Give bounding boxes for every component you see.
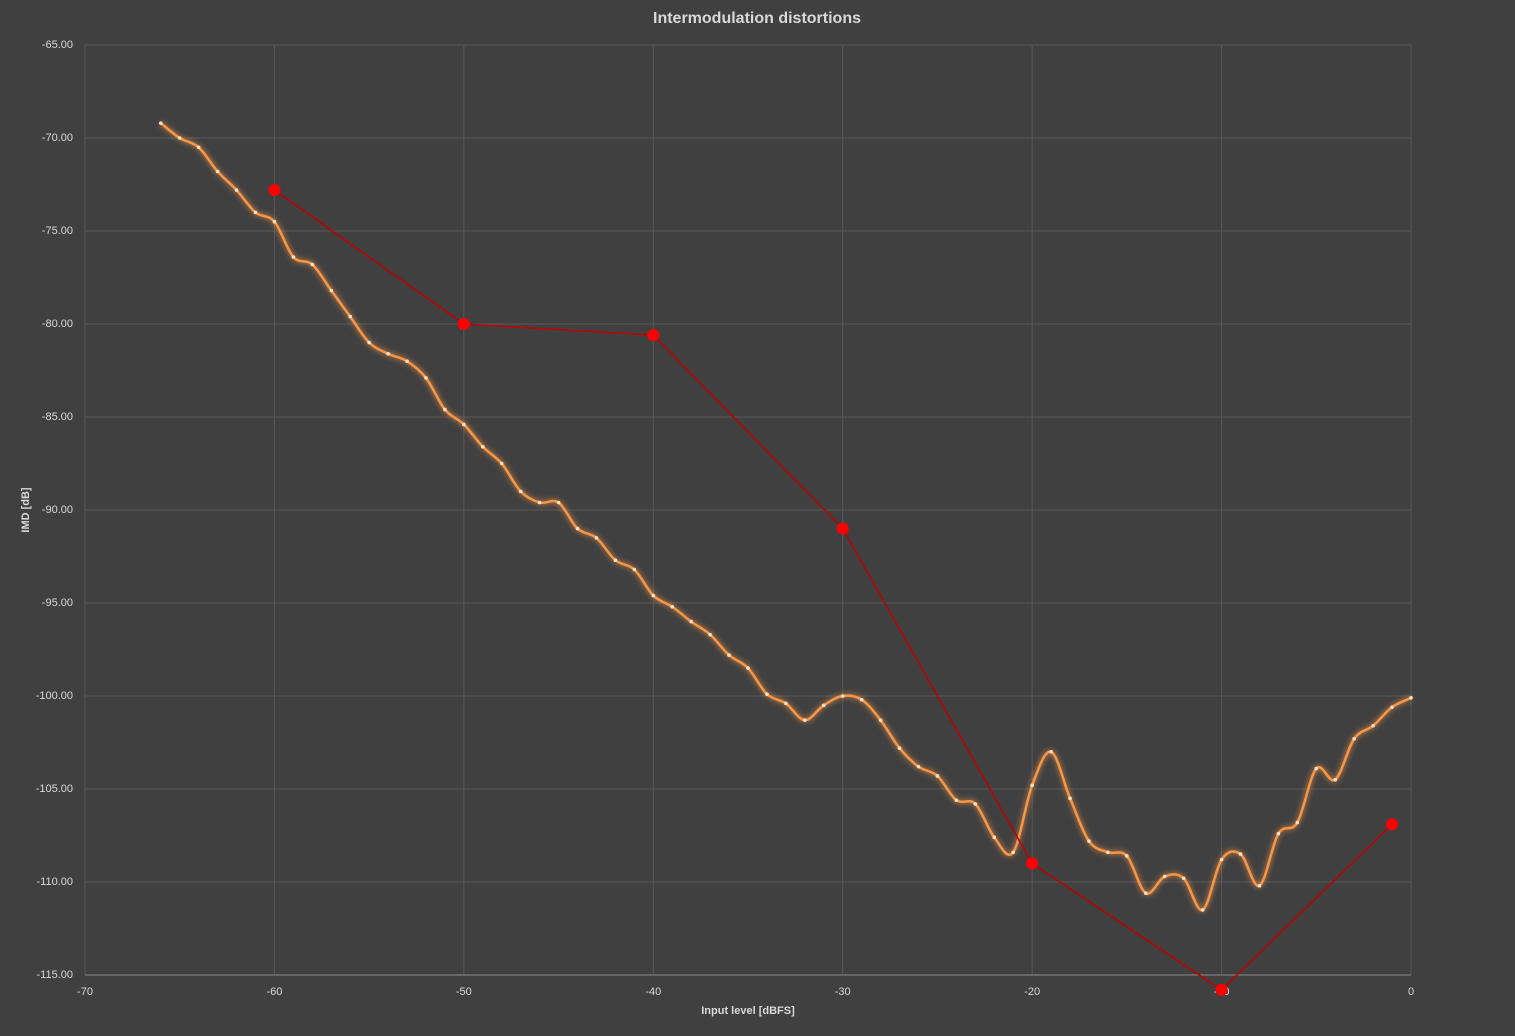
point — [462, 422, 466, 427]
point — [1162, 874, 1167, 879]
point — [158, 121, 163, 125]
point — [272, 219, 277, 224]
point — [784, 701, 788, 706]
point — [253, 210, 258, 215]
point — [897, 746, 902, 750]
x-axis-label: Input level [dBFS] — [701, 1005, 795, 1017]
chart-title: Intermodulation distortions — [653, 10, 861, 27]
y-tick-label: -105.00 — [36, 783, 73, 795]
point — [651, 593, 656, 598]
point — [1352, 736, 1356, 741]
point — [1011, 850, 1015, 855]
y-tick-label: -110.00 — [37, 876, 74, 888]
point — [329, 288, 334, 293]
point — [518, 489, 523, 494]
point — [803, 718, 807, 722]
x-tick-label: 0 — [1408, 986, 1414, 998]
y-tick-label: -85.00 — [42, 411, 73, 423]
y-axis-label: IMD [dB] — [20, 487, 32, 533]
y-tick-label: -100.00 — [36, 690, 73, 702]
point — [765, 692, 769, 696]
y-tick-label: -95.00 — [42, 597, 73, 609]
x-tick-label: -40 — [645, 986, 661, 998]
point — [727, 653, 731, 657]
point — [481, 444, 485, 449]
y-tick-label: -80.00 — [42, 318, 73, 330]
point — [1409, 696, 1413, 700]
point — [348, 314, 353, 319]
point — [746, 666, 750, 670]
point — [177, 136, 182, 140]
point — [1200, 908, 1205, 912]
point — [859, 697, 864, 702]
point — [973, 802, 978, 806]
point — [443, 407, 447, 412]
point — [1049, 750, 1053, 754]
point — [840, 694, 845, 698]
y-tick-label: -75.00 — [42, 225, 73, 237]
x-tick-label: -20 — [1024, 986, 1040, 998]
point — [1386, 818, 1399, 831]
point — [836, 522, 849, 535]
point — [1314, 766, 1319, 771]
point — [935, 774, 940, 778]
point — [1125, 854, 1129, 858]
point — [291, 255, 296, 259]
point — [310, 262, 315, 267]
point — [1390, 705, 1394, 709]
point — [1030, 783, 1034, 788]
point — [1068, 796, 1072, 801]
point — [1276, 831, 1281, 836]
point — [594, 536, 599, 540]
point — [457, 318, 470, 330]
point — [367, 340, 371, 345]
point — [1181, 876, 1186, 881]
point — [1215, 983, 1228, 996]
point — [537, 500, 542, 505]
point — [632, 567, 637, 572]
point — [575, 526, 580, 531]
point — [689, 619, 693, 624]
point — [234, 188, 239, 192]
point — [424, 376, 428, 380]
point — [1087, 839, 1091, 843]
x-tick-label: -50 — [456, 986, 472, 998]
x-tick-label: -30 — [835, 986, 851, 998]
y-tick-label: -70.00 — [42, 132, 73, 144]
point — [386, 351, 390, 356]
y-tick-label: -65.00 — [42, 39, 73, 51]
point — [556, 500, 561, 505]
point — [1026, 857, 1039, 870]
point — [954, 798, 959, 802]
point — [1238, 852, 1243, 856]
x-tick-label: -60 — [266, 986, 282, 998]
point — [708, 632, 712, 637]
point — [647, 329, 660, 342]
point — [821, 703, 826, 708]
point — [1333, 777, 1338, 782]
point — [992, 835, 997, 840]
point — [196, 145, 201, 150]
point — [1144, 891, 1148, 895]
y-tick-label: -115.00 — [37, 969, 74, 981]
point — [499, 461, 504, 466]
point — [268, 184, 281, 197]
point — [1295, 820, 1300, 825]
point — [1371, 723, 1375, 728]
y-tick-label: -90.00 — [42, 504, 73, 516]
point — [878, 718, 883, 722]
point — [670, 604, 675, 609]
point — [215, 169, 220, 174]
point — [1219, 857, 1224, 862]
point — [916, 764, 921, 769]
point — [613, 558, 618, 563]
x-tick-label: -70 — [77, 986, 93, 998]
point — [1106, 850, 1110, 855]
point — [405, 359, 409, 364]
point — [1257, 883, 1262, 888]
